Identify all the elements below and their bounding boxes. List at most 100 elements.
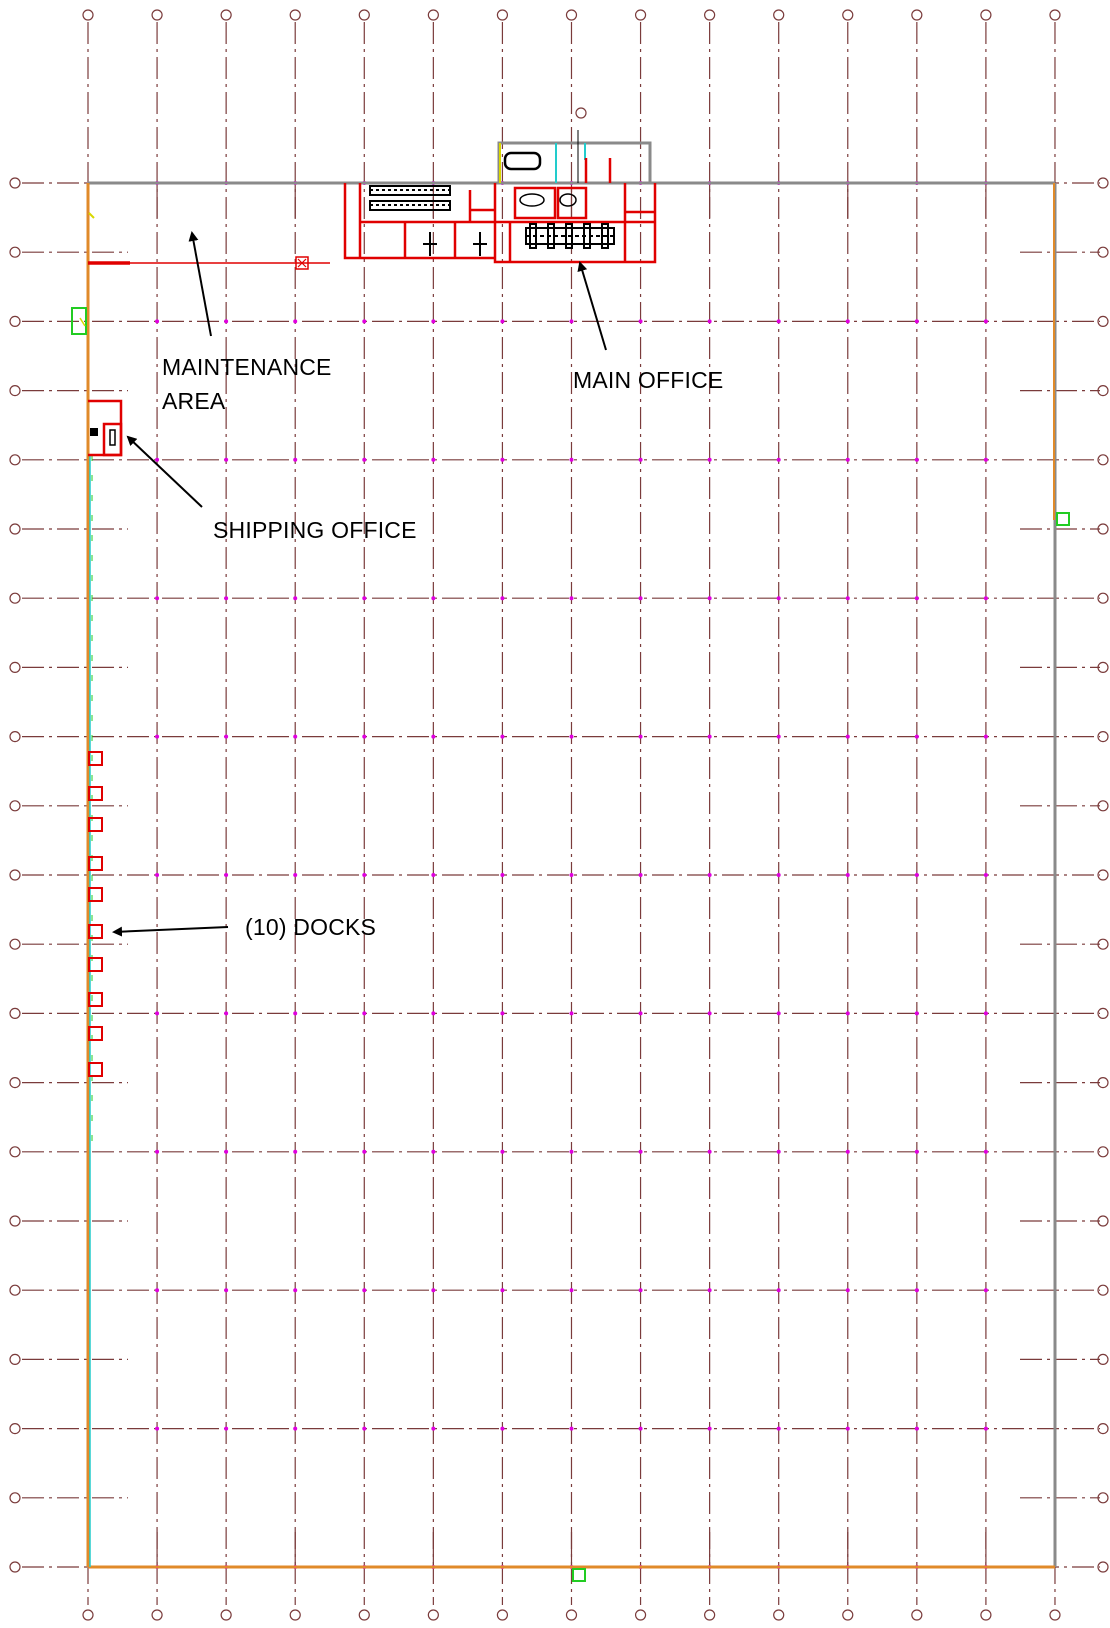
column-marker (500, 1288, 505, 1293)
column-marker (431, 1011, 436, 1016)
column-marker (983, 457, 988, 462)
column-marker (914, 1288, 919, 1293)
column-marker (914, 457, 919, 462)
column-marker (569, 596, 574, 601)
conference-table (525, 223, 615, 249)
chair-5 (601, 223, 609, 249)
grid-bubble-top (565, 9, 578, 21)
grid-bubble-right (1097, 1492, 1109, 1504)
column-marker (293, 596, 298, 601)
grid-bubble-left (9, 1561, 21, 1573)
column-marker (983, 734, 988, 739)
column-marker (293, 1288, 298, 1293)
column-marker (638, 873, 643, 877)
grid-bubble-left (9, 385, 21, 397)
column-marker (776, 734, 781, 739)
dock-door (88, 992, 103, 1007)
column-marker (914, 596, 919, 601)
grid-bubble-bottom (565, 1609, 578, 1621)
grid-bubble-top (151, 9, 163, 21)
grid-bubble-bottom (911, 1609, 923, 1621)
column-marker (707, 1011, 712, 1016)
maintenance-label-line1: MAINTENANCE (162, 354, 332, 380)
grid-bubble-bottom (82, 1609, 94, 1621)
grid-bubble-right (1097, 1076, 1109, 1089)
column-marker (155, 457, 160, 462)
dock-door (88, 751, 103, 766)
column-marker (293, 319, 298, 324)
grid-bubble-left (9, 730, 21, 743)
arrow-shipping-office (126, 435, 203, 508)
column-marker (845, 457, 850, 462)
grid-bubble-left (9, 315, 21, 327)
column-marker (155, 319, 160, 324)
column-marker (638, 596, 643, 601)
column-marker (638, 1011, 643, 1016)
column-marker (914, 319, 919, 324)
column-marker (569, 1011, 574, 1016)
main-office-label: MAIN OFFICE (573, 367, 724, 393)
column-marker (569, 319, 574, 324)
column-marker (914, 1011, 919, 1016)
column-marker (776, 319, 781, 324)
grid-bubble-bottom (842, 1609, 854, 1621)
grid-bubble-bottom (773, 1609, 785, 1621)
dock-door (88, 1026, 103, 1041)
south-entry (572, 1568, 586, 1582)
grid-bubble-top (704, 9, 716, 21)
dock-doors (88, 751, 103, 1077)
column-marker (362, 457, 367, 462)
grid-bubble-left (9, 1076, 21, 1089)
shipping-desk (90, 428, 98, 436)
arrow-maintenance (188, 231, 212, 337)
grid-bubble-bottom (220, 1609, 232, 1621)
column-marker (155, 873, 160, 877)
column-marker (431, 1426, 436, 1431)
grid-bubble-top (220, 9, 232, 21)
column-marker (362, 319, 367, 324)
grid-bubble-top (358, 9, 370, 21)
column-marker (224, 457, 229, 462)
column-marker (707, 734, 712, 739)
column-marker (431, 596, 436, 601)
grid-bubble-bottom (1049, 1609, 1061, 1621)
column-marker (707, 1149, 712, 1154)
grid-bubble-bottom (427, 1609, 439, 1621)
column-marker (293, 873, 298, 877)
dock-door (88, 924, 103, 939)
column-marker (914, 1149, 919, 1154)
column-marker (845, 873, 850, 877)
column-marker (155, 1426, 160, 1431)
column-marker (500, 596, 505, 601)
grid-bubble-left (9, 1146, 21, 1158)
column-marker (431, 457, 436, 462)
grid-bubbles (9, 9, 1109, 1621)
west-entry (71, 307, 87, 335)
vestibule-table (503, 151, 542, 171)
column-marker (638, 1149, 643, 1154)
column-marker (500, 734, 505, 739)
lockers (369, 185, 451, 211)
column-marker (569, 1426, 574, 1431)
column-marker (500, 1011, 505, 1016)
column-marker (155, 596, 160, 601)
grid-bubble-right (1097, 1422, 1109, 1435)
column-marker (500, 457, 505, 462)
column-marker (224, 1011, 229, 1016)
column-marker (155, 1149, 160, 1154)
grid-bubble-right (1097, 315, 1109, 327)
grid-bubble-top (980, 9, 992, 21)
grid-bubble-right (1097, 454, 1109, 466)
maintenance-door (295, 256, 309, 270)
column-marker (155, 1011, 160, 1016)
shipping-office-plan (71, 307, 123, 457)
column-marker (776, 873, 781, 877)
column-marker (431, 1288, 436, 1293)
office-room-b (556, 186, 588, 220)
east-entry (1056, 512, 1070, 526)
maintenance-area-label: MAINTENANCE AREA (162, 350, 332, 418)
desk-oval-2 (559, 193, 577, 207)
column-marker (983, 873, 988, 877)
grid-bubble-top (289, 9, 301, 21)
grid-bubble-left (9, 1492, 21, 1504)
